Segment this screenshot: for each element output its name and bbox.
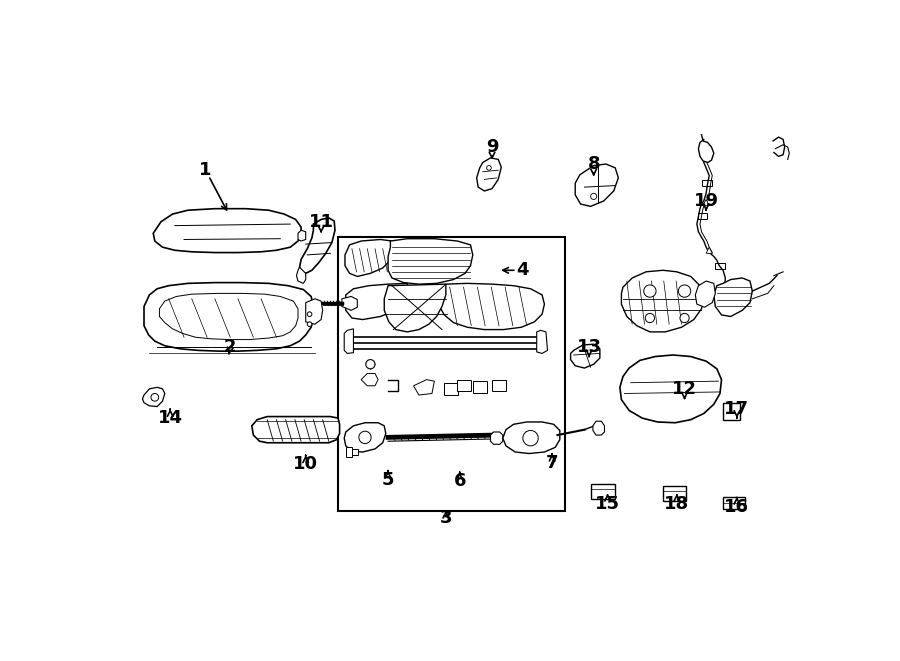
- Polygon shape: [298, 230, 306, 241]
- Polygon shape: [144, 283, 313, 351]
- Polygon shape: [714, 278, 752, 317]
- Polygon shape: [153, 209, 302, 253]
- Text: 16: 16: [724, 498, 750, 516]
- Circle shape: [590, 193, 597, 200]
- Polygon shape: [342, 297, 357, 310]
- Text: 6: 6: [454, 472, 466, 490]
- Polygon shape: [503, 422, 560, 453]
- Polygon shape: [536, 330, 547, 354]
- Circle shape: [151, 393, 158, 401]
- Circle shape: [679, 285, 690, 297]
- Polygon shape: [346, 284, 408, 319]
- Polygon shape: [575, 164, 618, 206]
- Text: 11: 11: [309, 213, 334, 231]
- Polygon shape: [663, 486, 686, 501]
- Text: 1: 1: [200, 161, 212, 179]
- Polygon shape: [571, 344, 599, 368]
- Polygon shape: [703, 200, 709, 206]
- Polygon shape: [352, 449, 358, 455]
- Circle shape: [644, 285, 656, 297]
- Text: 17: 17: [724, 400, 750, 418]
- Text: 13: 13: [577, 338, 601, 356]
- Bar: [716, 262, 724, 269]
- Polygon shape: [300, 218, 335, 274]
- Polygon shape: [384, 284, 446, 332]
- Polygon shape: [723, 496, 744, 509]
- Polygon shape: [438, 284, 544, 330]
- Circle shape: [487, 165, 491, 170]
- Polygon shape: [252, 416, 339, 443]
- Text: 8: 8: [588, 155, 600, 173]
- Circle shape: [523, 430, 538, 446]
- Bar: [726, 406, 737, 416]
- Text: 12: 12: [672, 380, 698, 398]
- Polygon shape: [413, 379, 435, 395]
- Circle shape: [645, 313, 654, 323]
- Text: 14: 14: [158, 409, 183, 427]
- Bar: [492, 379, 506, 391]
- Polygon shape: [590, 484, 616, 499]
- Polygon shape: [306, 299, 322, 324]
- Bar: [445, 383, 458, 395]
- Bar: [457, 379, 472, 391]
- Polygon shape: [706, 247, 712, 253]
- Polygon shape: [696, 281, 716, 307]
- Text: 4: 4: [517, 261, 529, 280]
- Polygon shape: [620, 355, 722, 423]
- Polygon shape: [344, 423, 386, 452]
- Polygon shape: [361, 373, 378, 386]
- Polygon shape: [296, 267, 306, 284]
- Circle shape: [307, 312, 312, 317]
- Polygon shape: [345, 239, 393, 276]
- Polygon shape: [621, 270, 704, 332]
- Text: 2: 2: [224, 338, 237, 356]
- Polygon shape: [491, 432, 503, 444]
- Text: 7: 7: [546, 454, 558, 472]
- Bar: [698, 214, 706, 219]
- Text: 9: 9: [486, 138, 499, 156]
- Circle shape: [307, 322, 312, 327]
- Circle shape: [680, 313, 689, 323]
- Bar: [702, 180, 712, 186]
- Circle shape: [359, 431, 371, 444]
- Polygon shape: [142, 387, 165, 407]
- Polygon shape: [723, 403, 740, 420]
- Polygon shape: [388, 239, 472, 284]
- Circle shape: [365, 360, 375, 369]
- Bar: [338, 237, 565, 510]
- Text: 19: 19: [694, 192, 718, 210]
- Bar: [472, 381, 487, 393]
- Polygon shape: [477, 158, 501, 191]
- Text: 5: 5: [382, 471, 394, 488]
- Text: 18: 18: [664, 495, 689, 514]
- Text: 3: 3: [439, 509, 452, 527]
- Text: 10: 10: [293, 455, 319, 473]
- Polygon shape: [593, 421, 605, 435]
- Polygon shape: [346, 447, 352, 457]
- Polygon shape: [344, 329, 354, 354]
- Text: 15: 15: [595, 495, 620, 514]
